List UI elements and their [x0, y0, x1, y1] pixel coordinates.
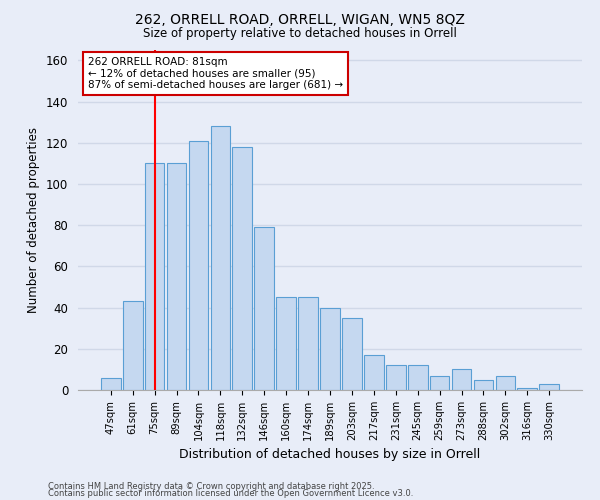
Text: Contains public sector information licensed under the Open Government Licence v3: Contains public sector information licen… — [48, 490, 413, 498]
Bar — [364, 355, 384, 390]
Bar — [211, 126, 230, 390]
Bar — [452, 370, 472, 390]
Bar — [496, 376, 515, 390]
Bar — [430, 376, 449, 390]
Bar — [188, 140, 208, 390]
Text: 262 ORRELL ROAD: 81sqm
← 12% of detached houses are smaller (95)
87% of semi-det: 262 ORRELL ROAD: 81sqm ← 12% of detached… — [88, 57, 343, 90]
Bar — [539, 384, 559, 390]
Text: Contains HM Land Registry data © Crown copyright and database right 2025.: Contains HM Land Registry data © Crown c… — [48, 482, 374, 491]
Bar — [342, 318, 362, 390]
Bar — [517, 388, 537, 390]
Bar — [232, 147, 252, 390]
Bar — [167, 164, 187, 390]
Bar — [101, 378, 121, 390]
Bar — [276, 298, 296, 390]
Y-axis label: Number of detached properties: Number of detached properties — [28, 127, 40, 313]
Bar — [386, 366, 406, 390]
Bar — [320, 308, 340, 390]
Bar — [408, 366, 428, 390]
X-axis label: Distribution of detached houses by size in Orrell: Distribution of detached houses by size … — [179, 448, 481, 462]
Bar — [145, 164, 164, 390]
Text: Size of property relative to detached houses in Orrell: Size of property relative to detached ho… — [143, 28, 457, 40]
Bar — [473, 380, 493, 390]
Text: 262, ORRELL ROAD, ORRELL, WIGAN, WN5 8QZ: 262, ORRELL ROAD, ORRELL, WIGAN, WN5 8QZ — [135, 12, 465, 26]
Bar — [298, 298, 318, 390]
Bar — [123, 302, 143, 390]
Bar — [254, 227, 274, 390]
